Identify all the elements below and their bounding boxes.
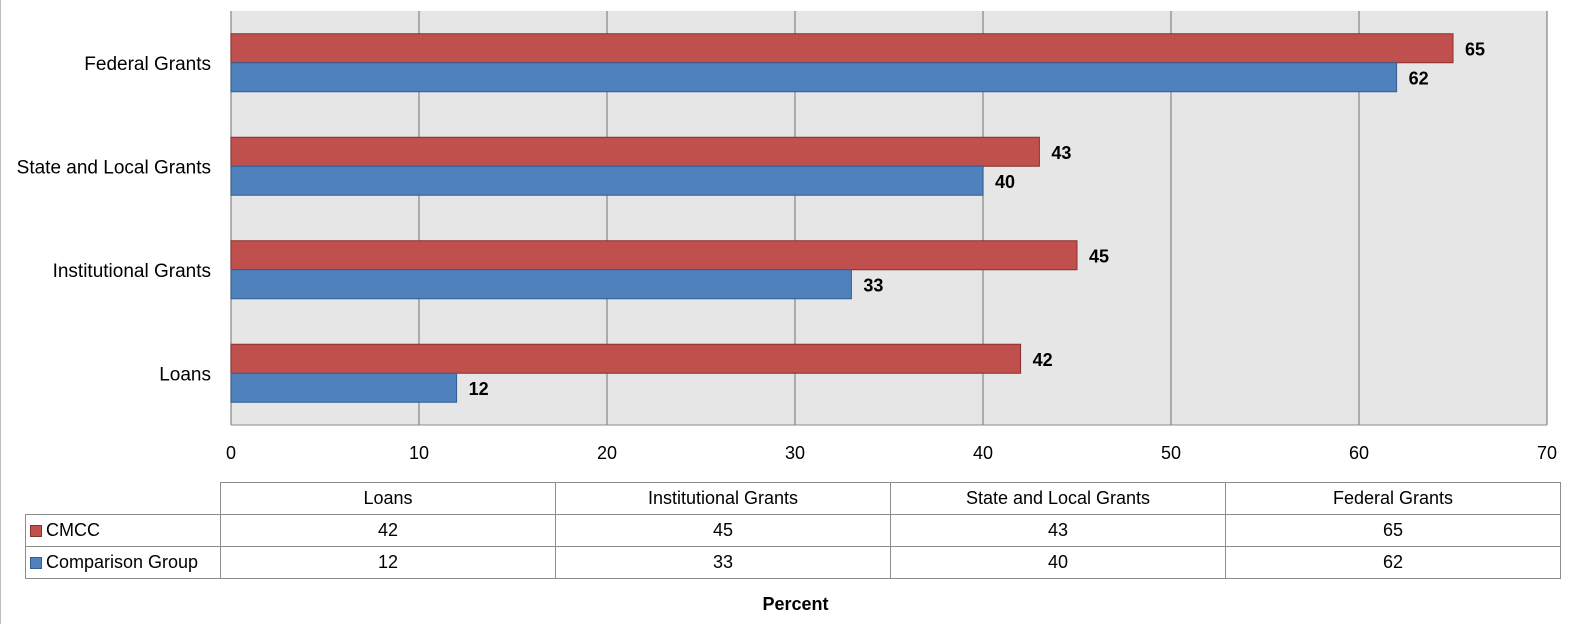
data-label: 65 <box>1465 39 1485 59</box>
data-label: 42 <box>1033 350 1053 370</box>
table-cell: 33 <box>555 546 891 579</box>
table-cell: 40 <box>890 546 1226 579</box>
bar-comparison-group <box>230 62 1398 93</box>
category-label: Institutional Grants <box>53 261 211 282</box>
table-header-cell: State and Local Grants <box>890 482 1226 515</box>
x-tick-label: 40 <box>973 443 993 463</box>
table-cell: 62 <box>1225 546 1561 579</box>
x-tick-label: 70 <box>1537 443 1557 463</box>
data-table-row-cmcc: CMCC 42 45 43 65 <box>25 514 1561 547</box>
legend-key-comparison-group <box>30 557 42 569</box>
x-tick-label: 60 <box>1349 443 1369 463</box>
data-table: Loans Institutional Grants State and Loc… <box>25 482 1561 579</box>
legend-key-cmcc <box>30 525 42 537</box>
x-tick-label: 30 <box>785 443 805 463</box>
category-label: Loans <box>159 364 211 385</box>
legend-entry-comparison-group: Comparison Group <box>25 546 221 579</box>
data-label: 62 <box>1409 68 1429 88</box>
bar-comparison-group <box>230 165 984 196</box>
table-cell: 65 <box>1225 514 1561 547</box>
bar-cmcc <box>230 136 1040 167</box>
legend-label: CMCC <box>46 520 100 540</box>
x-tick-label: 0 <box>226 443 236 463</box>
category-label: Federal Grants <box>84 54 211 75</box>
data-table-header-row: Loans Institutional Grants State and Loc… <box>25 482 1561 515</box>
data-label: 33 <box>863 275 883 295</box>
x-axis-title: Percent <box>762 594 829 614</box>
legend-entry-cmcc: CMCC <box>25 514 221 547</box>
data-table-row-comparison-group: Comparison Group 12 33 40 62 <box>25 546 1561 579</box>
bar-comparison-group <box>230 269 852 300</box>
data-label: 43 <box>1051 143 1071 163</box>
table-cell: 12 <box>220 546 556 579</box>
x-tick-label: 50 <box>1161 443 1181 463</box>
bar-cmcc <box>230 240 1078 271</box>
table-cell: 42 <box>220 514 556 547</box>
data-table-corner <box>25 482 221 515</box>
table-header-cell: Loans <box>220 482 556 515</box>
x-tick-label: 20 <box>597 443 617 463</box>
table-cell: 45 <box>555 514 891 547</box>
table-header-cell: Institutional Grants <box>555 482 891 515</box>
x-tick-label: 10 <box>409 443 429 463</box>
bar-cmcc <box>230 343 1022 374</box>
table-cell: 43 <box>890 514 1226 547</box>
bar-cmcc <box>230 33 1454 64</box>
data-label: 12 <box>469 379 489 399</box>
legend-label: Comparison Group <box>46 552 199 572</box>
data-label: 40 <box>995 172 1015 192</box>
bar-comparison-group <box>230 372 458 403</box>
category-label: State and Local Grants <box>17 157 211 178</box>
data-label: 45 <box>1089 246 1109 266</box>
table-header-cell: Federal Grants <box>1225 482 1561 515</box>
bar-chart: 0 10 20 30 40 50 60 70 Loans 42 12 Institutional Gr… <box>17 11 1557 463</box>
